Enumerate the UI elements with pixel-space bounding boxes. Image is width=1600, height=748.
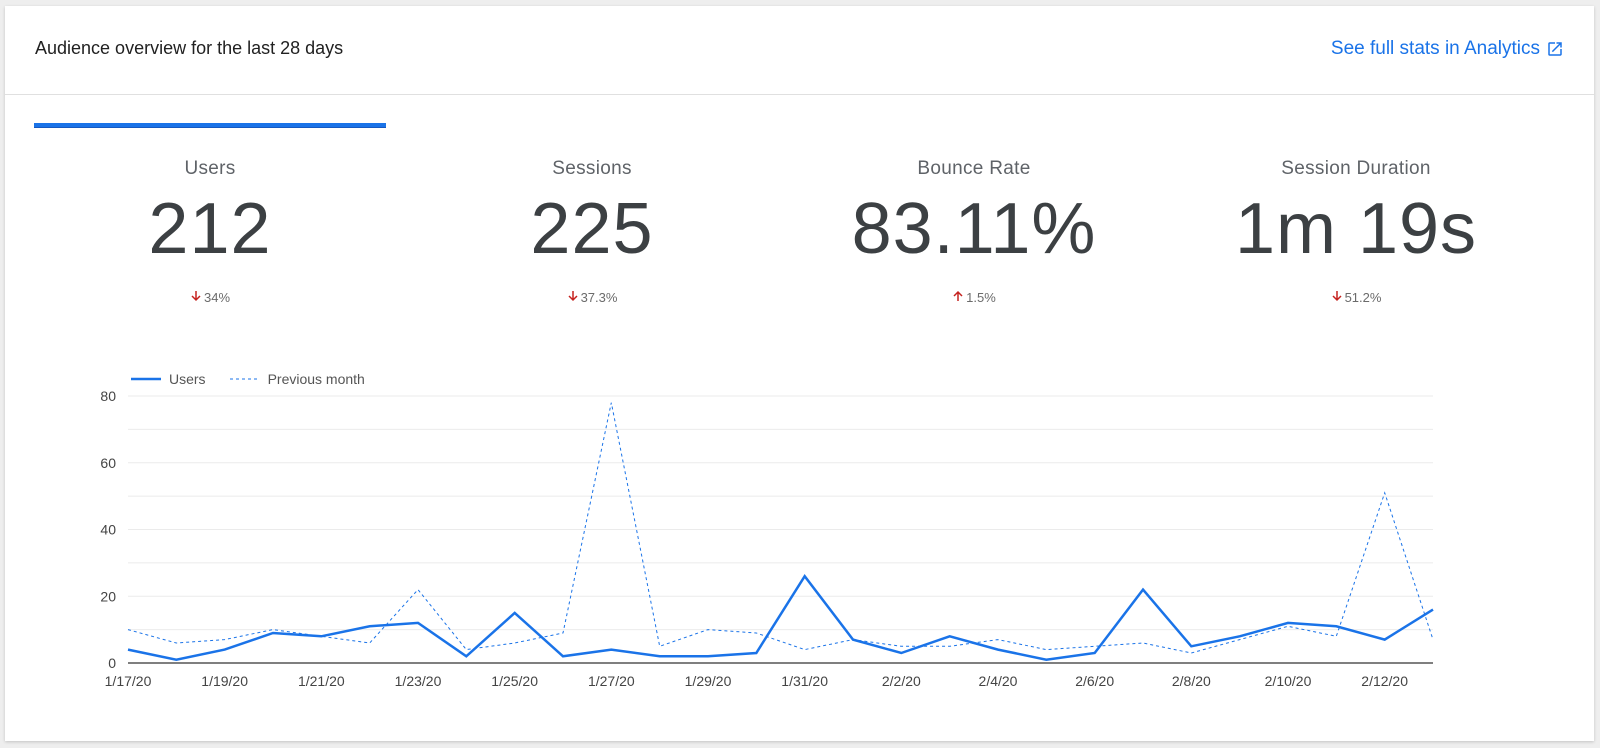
- x-tick-label: 1/23/20: [395, 673, 442, 689]
- audience-overview-card: Audience overview for the last 28 days S…: [5, 6, 1594, 741]
- metric-value: 212: [148, 189, 272, 269]
- arrow-down-icon: [567, 290, 579, 305]
- legend-label: Users: [169, 371, 206, 387]
- metric-value: 1m 19s: [1234, 189, 1478, 269]
- metric-change-value: 51.2%: [1344, 290, 1382, 305]
- users-series-line: [127, 574, 1434, 661]
- x-tick-label: 1/27/20: [588, 673, 635, 689]
- x-tick-label: 2/10/20: [1265, 673, 1312, 689]
- see-full-stats-label: See full stats in Analytics: [1330, 38, 1540, 59]
- metric-session-duration[interactable]: Session Duration 1m 19s 51.2%: [1180, 156, 1532, 305]
- x-tick-label: 1/25/20: [491, 673, 538, 689]
- metric-change: 34%: [34, 290, 386, 305]
- users-line-chart: 0 20 40 60 80 1/17/20 1/19/20 1/21/20 1/23/20 1/2…: [100, 388, 1434, 689]
- arrow-up-icon: [952, 290, 964, 305]
- metric-change-value: 1.5%: [966, 290, 996, 305]
- previous-month-series-line: [127, 402, 1434, 654]
- metric-change-value: 34%: [203, 290, 231, 305]
- x-tick-label: 1/19/20: [201, 673, 248, 689]
- chart-legend: Users Previous month: [131, 371, 389, 387]
- legend-item-previous-month[interactable]: Previous month: [229, 371, 365, 387]
- metric-value: 225: [530, 189, 654, 269]
- x-tick-label: 2/4/20: [979, 673, 1018, 689]
- metric-sessions[interactable]: Sessions 225 37.3%: [416, 156, 768, 305]
- metric-change: 37.3%: [416, 290, 768, 305]
- x-tick-label: 2/12/20: [1361, 673, 1408, 689]
- x-tick-label: 1/21/20: [298, 673, 345, 689]
- metric-label: Users: [184, 158, 236, 179]
- y-tick-label: 80: [100, 388, 116, 404]
- x-tick-label: 1/17/20: [105, 673, 152, 689]
- metric-value: 83.11%: [851, 189, 1097, 269]
- card-title: Audience overview for the last 28 days: [35, 38, 344, 58]
- x-tick-label: 2/2/20: [882, 673, 921, 689]
- metric-label: Session Duration: [1281, 158, 1431, 179]
- selected-metric-indicator: [34, 123, 386, 128]
- arrow-down-icon: [190, 290, 202, 305]
- metric-change: 1.5%: [798, 290, 1150, 305]
- y-tick-label: 0: [108, 655, 116, 671]
- y-tick-label: 60: [100, 455, 116, 471]
- metric-change-value: 37.3%: [580, 290, 618, 305]
- see-full-stats-link[interactable]: See full stats in Analytics: [1331, 38, 1564, 60]
- legend-label: Previous month: [267, 371, 365, 387]
- metric-change: 51.2%: [1180, 290, 1532, 305]
- open-in-new-icon: [1546, 40, 1564, 58]
- x-tick-label: 2/8/20: [1172, 673, 1211, 689]
- y-tick-label: 40: [100, 522, 116, 538]
- metric-label: Bounce Rate: [917, 158, 1031, 179]
- legend-item-users[interactable]: Users: [131, 371, 206, 387]
- arrow-down-icon: [1331, 290, 1343, 305]
- metric-label: Sessions: [552, 158, 632, 179]
- metric-users[interactable]: Users 212 34%: [34, 156, 386, 305]
- metric-bounce-rate[interactable]: Bounce Rate 83.11% 1.5%: [798, 156, 1150, 305]
- x-tick-label: 2/6/20: [1075, 673, 1114, 689]
- x-tick-label: 1/29/20: [685, 673, 732, 689]
- card-header: Audience overview for the last 28 days S…: [5, 6, 1594, 95]
- y-tick-label: 20: [100, 588, 116, 604]
- x-tick-label: 1/31/20: [781, 673, 828, 689]
